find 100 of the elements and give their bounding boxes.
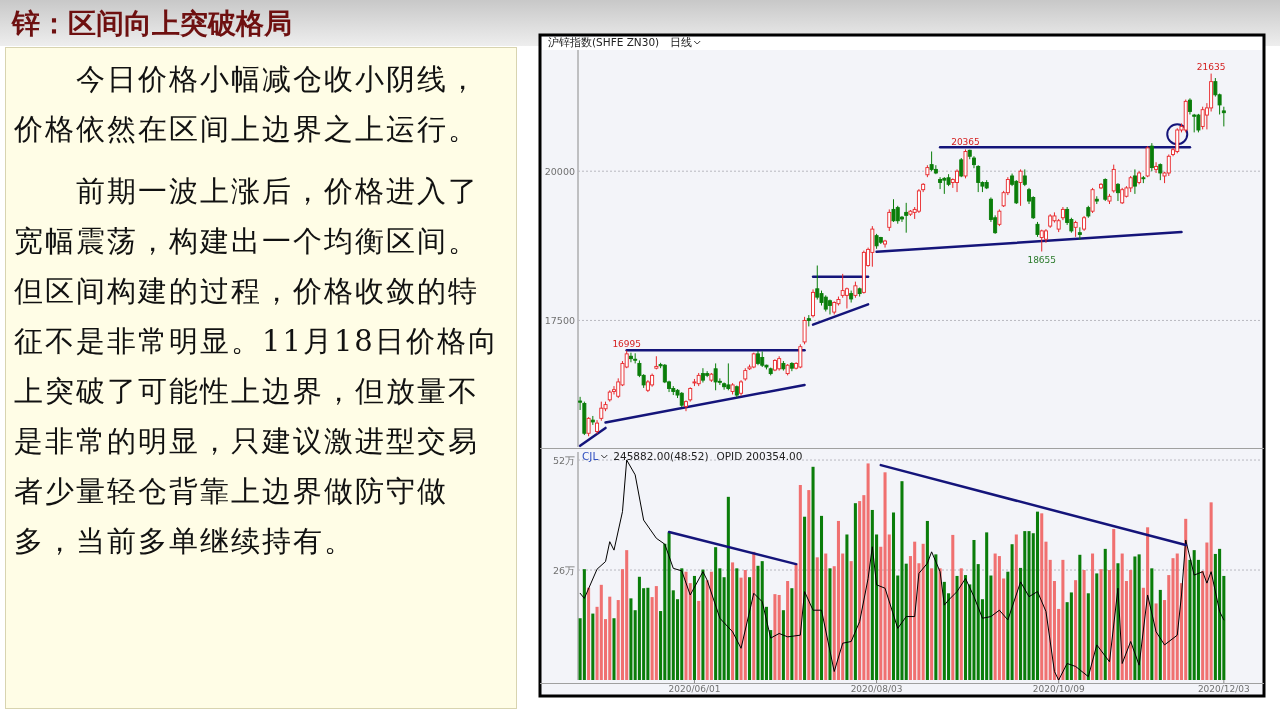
bar xyxy=(591,613,595,680)
bar xyxy=(1112,528,1116,680)
bar xyxy=(692,575,696,680)
bar xyxy=(824,553,828,680)
text: 今日价格小幅减仓收小阴线，价格依然在区间上边界之上运行。 xyxy=(13,61,480,148)
bar xyxy=(701,569,705,680)
bar xyxy=(1171,558,1175,680)
bar xyxy=(900,481,904,680)
y-tick-label: 17500 xyxy=(544,314,575,326)
bar xyxy=(1027,531,1031,680)
bar xyxy=(828,568,832,680)
bar xyxy=(845,534,849,680)
annotation: 245882.00(48:52) xyxy=(613,450,709,462)
bar xyxy=(1086,593,1090,680)
bar xyxy=(803,516,807,680)
bar xyxy=(976,564,980,680)
bar xyxy=(879,546,883,680)
bar xyxy=(1188,559,1192,680)
bar xyxy=(663,543,667,680)
bar xyxy=(997,556,1001,680)
bar xyxy=(587,587,591,680)
bar xyxy=(735,568,739,680)
bar xyxy=(891,512,896,680)
bar xyxy=(1205,542,1209,680)
bar xyxy=(760,561,764,680)
bar xyxy=(1082,570,1086,680)
bar xyxy=(807,490,811,680)
chart-title: 沪锌指数(SHFE ZN30) xyxy=(548,36,660,48)
bar xyxy=(629,598,633,680)
bar xyxy=(1133,556,1137,680)
bar xyxy=(726,496,730,680)
bar xyxy=(731,562,735,680)
bar xyxy=(938,568,942,680)
bar xyxy=(1213,553,1217,680)
chart-title: CJL xyxy=(582,450,599,462)
bar xyxy=(993,553,997,680)
bar xyxy=(1184,518,1188,680)
annotation: 16995 xyxy=(612,338,642,349)
bar xyxy=(1154,603,1158,680)
bar xyxy=(680,568,684,680)
bar xyxy=(1137,554,1141,680)
bar xyxy=(798,484,802,680)
bar xyxy=(709,571,713,680)
bar xyxy=(747,577,752,680)
bar xyxy=(985,532,989,680)
bar xyxy=(1099,569,1103,680)
annotation: OPID 200354.00 xyxy=(716,450,803,462)
bar xyxy=(625,550,629,680)
x-tick-label: 2020/12/03 xyxy=(1197,684,1250,694)
bar xyxy=(1095,573,1099,680)
x-tick-label: 2020/08/03 xyxy=(850,684,903,694)
bar xyxy=(1146,527,1150,680)
bar xyxy=(853,503,857,680)
bar xyxy=(930,568,934,680)
bar xyxy=(1150,568,1154,680)
chart-subtitle: 日线 xyxy=(670,36,693,48)
bar xyxy=(697,600,701,680)
bar xyxy=(934,554,938,680)
y-tick-label: 26万 xyxy=(552,564,575,576)
bar xyxy=(608,596,612,680)
bar xyxy=(963,575,968,680)
bar xyxy=(1048,559,1052,680)
y-tick-label: 20000 xyxy=(544,165,575,177)
bar xyxy=(599,584,603,680)
bar xyxy=(836,520,840,680)
bar xyxy=(1061,559,1065,680)
y-tick-label: 52万 xyxy=(552,454,575,466)
bar xyxy=(612,618,616,680)
bar xyxy=(913,541,917,680)
bar xyxy=(955,575,959,680)
bar xyxy=(959,568,963,680)
bar xyxy=(849,561,853,680)
annotation: 20365 xyxy=(951,137,980,148)
bar xyxy=(1035,511,1040,680)
bar xyxy=(1091,553,1095,680)
bar xyxy=(1040,513,1044,680)
bar xyxy=(1078,554,1082,680)
bar xyxy=(646,587,650,680)
bar xyxy=(1074,580,1078,680)
bar xyxy=(756,565,760,680)
x-tick-label: 2020/10/09 xyxy=(1032,684,1085,694)
bar xyxy=(972,539,976,680)
bar xyxy=(1010,544,1014,680)
bar xyxy=(790,588,794,680)
bar xyxy=(815,557,819,680)
text: 前期一波上涨后，价格进入了宽幅震荡，构建出一个均衡区间。但区间构建的过程，价格收敛的特征不是非常明显。11月18日价格向上突破了可能性上边界，但放量不是非常的明显，只建议激进型交易者少量轻仓背靠上边界做防守做多，当前多单继续持有。 xyxy=(13,173,500,560)
bar xyxy=(1103,548,1107,680)
bar xyxy=(1218,548,1222,680)
bar xyxy=(1175,553,1179,680)
bar xyxy=(862,495,866,680)
text: 锌：区间向上突破格局 xyxy=(12,6,292,42)
annotation: 18655 xyxy=(1027,255,1057,266)
bar xyxy=(654,586,658,680)
bar xyxy=(819,515,824,680)
annotation: 21635 xyxy=(1196,61,1226,72)
bar xyxy=(1006,571,1010,680)
bar xyxy=(921,543,925,680)
x-tick-label: 2020/06/01 xyxy=(668,684,721,694)
bar xyxy=(925,520,929,680)
bar xyxy=(811,466,815,680)
